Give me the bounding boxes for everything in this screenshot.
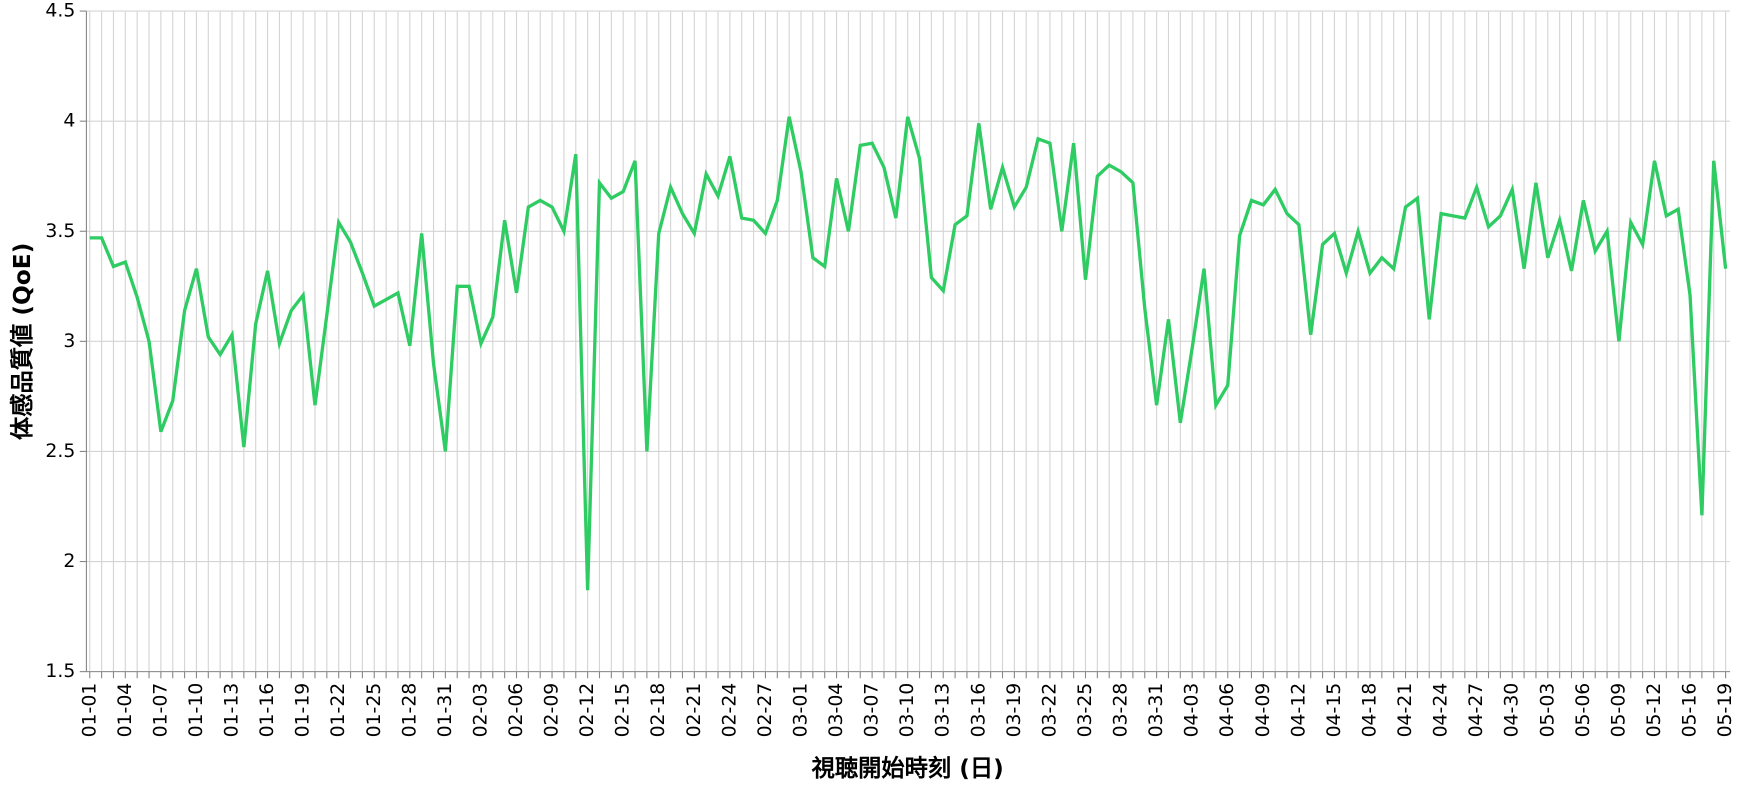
x-tick-label: 02-12	[577, 683, 598, 738]
x-tick-label: 03-28	[1111, 683, 1132, 738]
x-tick-label: 05-03	[1537, 683, 1558, 738]
x-tick-label: 03-19	[1004, 683, 1025, 738]
x-tick-label: 02-27	[755, 683, 776, 738]
x-tick-label: 03-07	[862, 683, 883, 738]
x-tick-label: 02-15	[613, 683, 634, 738]
x-tick-label: 02-24	[719, 683, 740, 738]
x-tick-label: 01-28	[399, 683, 420, 738]
x-tick-label: 01-04	[115, 683, 136, 738]
x-tick-label: 04-24	[1431, 683, 1452, 738]
x-tick-label: 03-10	[897, 683, 918, 738]
x-tick-label: 01-31	[435, 683, 456, 738]
x-tick-label: 04-27	[1466, 683, 1487, 738]
y-tick-label: 2	[63, 551, 75, 572]
x-tick-label: 04-09	[1253, 683, 1274, 738]
y-tick-label: 1.5	[45, 661, 75, 682]
x-tick-label: 03-25	[1075, 683, 1096, 738]
marks	[89, 116, 1728, 591]
x-tick-label: 04-06	[1217, 683, 1238, 738]
x-tick-label: 05-09	[1608, 683, 1629, 738]
x-tick-label: 05-19	[1715, 683, 1736, 738]
x-tick-label: 04-12	[1288, 683, 1309, 738]
x-tick-label: 05-12	[1644, 683, 1665, 738]
x-tick-label: 03-13	[933, 683, 954, 738]
x-tick-label: 04-30	[1502, 683, 1523, 738]
y-tick-label: 3	[63, 331, 75, 352]
x-tick-label: 02-18	[648, 683, 669, 738]
x-tick-label: 03-01	[790, 683, 811, 738]
x-axis-title: 視聴開始時刻 (日)	[812, 755, 1004, 782]
y-tick-label: 4.5	[45, 1, 75, 22]
x-tick-label: 04-21	[1395, 683, 1416, 738]
x-tick-label: 01-10	[186, 683, 207, 738]
x-tick-label: 01-13	[222, 683, 243, 738]
x-tick-label: 05-16	[1680, 683, 1701, 738]
x-tick-label: 01-25	[364, 683, 385, 738]
x-tick-label: 04-18	[1359, 683, 1380, 738]
x-tick-label: 01-01	[79, 683, 100, 738]
y-tick-label: 4	[63, 111, 75, 132]
y-tick-label: 3.5	[45, 221, 75, 242]
x-tick-label: 04-15	[1324, 683, 1345, 738]
x-tick-label: 02-21	[684, 683, 705, 738]
x-tick-label: 03-04	[826, 683, 847, 738]
x-tick-label: 01-19	[293, 683, 314, 738]
x-tick-label: 03-22	[1039, 683, 1060, 738]
x-tick-label: 03-16	[968, 683, 989, 738]
line-series	[89, 116, 1728, 591]
x-tick-label: 01-16	[257, 683, 278, 738]
y-tick-label: 2.5	[45, 441, 75, 462]
x-tick-label: 04-03	[1182, 683, 1203, 738]
x-tick-label: 01-07	[150, 683, 171, 738]
x-tick-label: 02-09	[542, 683, 563, 738]
x-tick-label: 01-22	[328, 683, 349, 738]
x-tick-label: 02-06	[506, 683, 527, 738]
y-axis-title: 体感品質値 (QoE)	[9, 243, 36, 440]
labels: 1.5 2 2.5 3 3.5 4 4.5 01-01 01-04 01-07 01-10 01-13…	[45, 1, 1736, 738]
grid	[79, 10, 1731, 679]
x-tick-label: 03-31	[1146, 683, 1167, 738]
x-tick-label: 05-06	[1573, 683, 1594, 738]
x-tick-label: 02-03	[470, 683, 491, 738]
